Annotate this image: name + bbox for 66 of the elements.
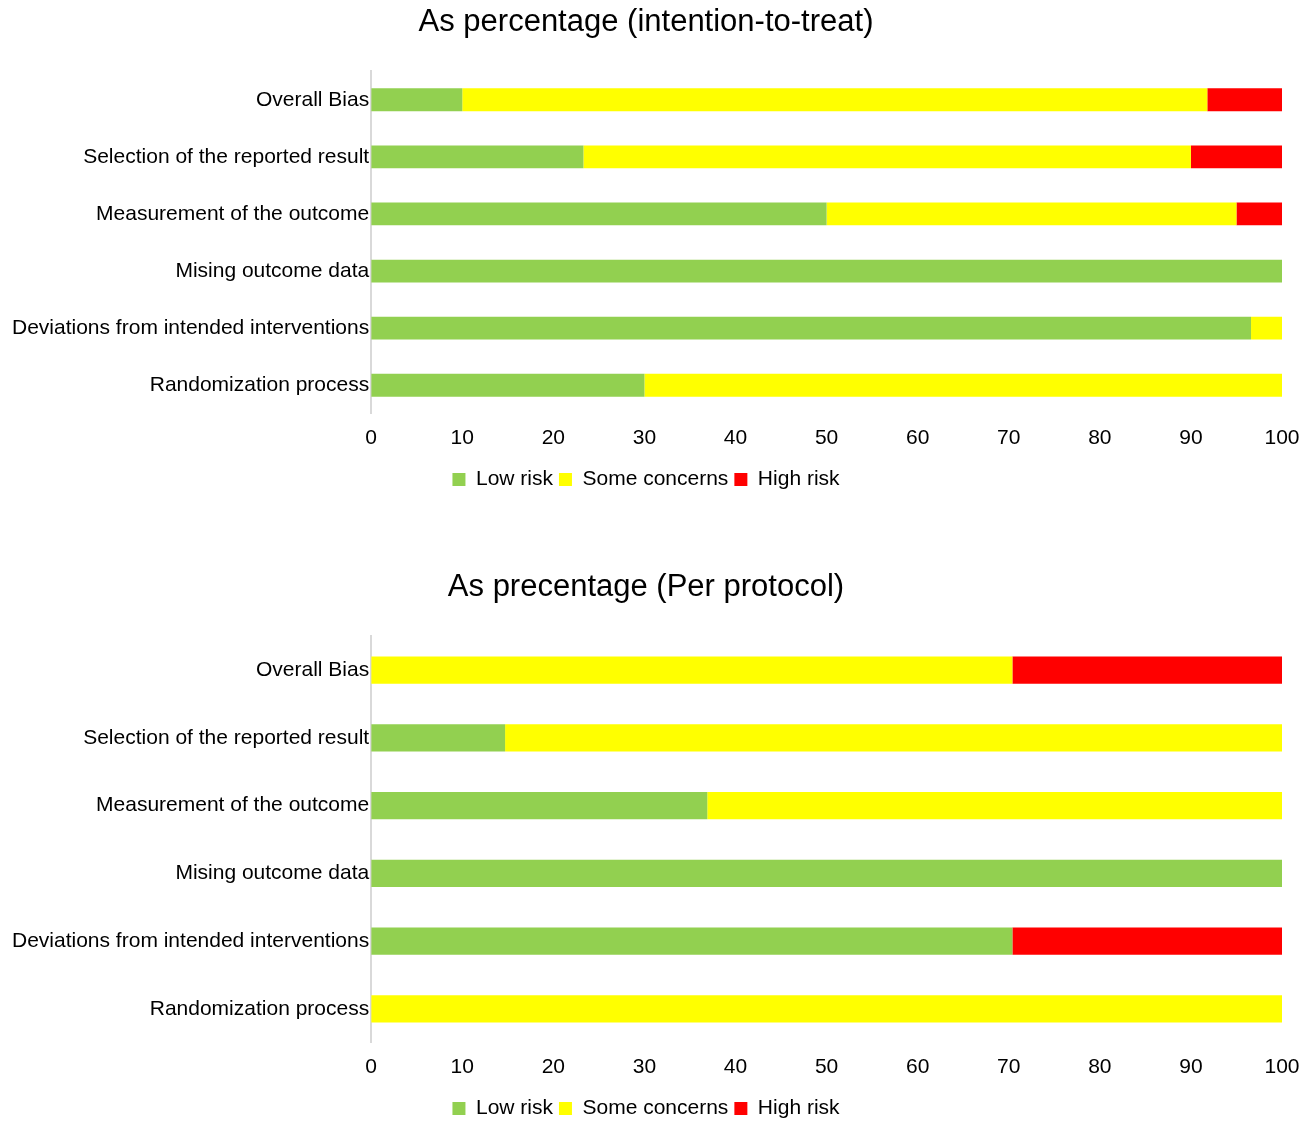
bar: [371, 88, 463, 112]
legend-label: High risk: [757, 466, 841, 490]
y-tick-label: Overall Bias: [255, 86, 370, 110]
x-tick-label: 100: [1264, 425, 1300, 449]
legend-label: Some concerns: [582, 1095, 729, 1119]
x-tick-label: 90: [1179, 425, 1203, 449]
x-tick-label: 60: [906, 1054, 930, 1078]
x-tick-label: 30: [632, 425, 657, 449]
x-tick-label: 70: [997, 1054, 1021, 1078]
bar: [371, 373, 645, 397]
x-tick-label: 80: [1088, 425, 1112, 449]
x-tick-label: 0: [365, 425, 378, 449]
y-tick-label: Overall Bias: [255, 656, 370, 680]
bar: [371, 202, 827, 226]
y-tick-label: Deviations from intended interventions: [11, 314, 370, 338]
bar: [371, 145, 584, 169]
x-tick-label: 50: [814, 1054, 839, 1078]
bar: [1207, 88, 1282, 112]
legend-label: Low risk: [475, 466, 554, 490]
bar: [1012, 656, 1282, 684]
y-tick-label: Mising outcome data: [175, 257, 370, 281]
chart-title: As percentage (intention-to-treat): [418, 3, 874, 39]
y-tick-label: Measurement of the outcome: [96, 200, 370, 224]
y-tick-label: Selection of the reported result: [83, 143, 370, 167]
bar: [1236, 202, 1282, 226]
x-tick-label: 100: [1264, 1054, 1300, 1078]
legend-label: High risk: [757, 1095, 841, 1119]
x-tick-label: 90: [1179, 1054, 1203, 1078]
bar: [1251, 316, 1282, 340]
x-tick-label: 10: [450, 425, 474, 449]
legend-label: Some concerns: [582, 466, 729, 490]
bar: [371, 656, 1013, 684]
y-tick-label: Measurement of the outcome: [96, 792, 370, 816]
bar: [371, 859, 1282, 887]
y-tick-label: Mising outcome data: [175, 860, 370, 884]
bar: [644, 373, 1282, 397]
y-tick-label: Deviations from intended interventions: [11, 927, 370, 951]
chart-title: As precentage (Per protocol): [447, 568, 845, 604]
bar: [1190, 145, 1282, 169]
bar: [462, 88, 1208, 112]
bar: [371, 259, 1282, 283]
x-tick-label: 40: [723, 425, 748, 449]
x-tick-label: 0: [365, 1054, 378, 1078]
x-tick-label: 50: [814, 425, 839, 449]
bar: [505, 724, 1282, 752]
bar: [371, 927, 1013, 955]
x-tick-label: 30: [632, 1054, 657, 1078]
x-tick-label: 80: [1088, 1054, 1112, 1078]
bar: [371, 995, 1282, 1023]
legend-label: Low risk: [475, 1095, 554, 1119]
x-tick-label: 60: [906, 425, 930, 449]
y-tick-label: Selection of the reported result: [83, 724, 370, 748]
x-tick-label: 70: [997, 425, 1021, 449]
bar: [583, 145, 1191, 169]
x-tick-label: 10: [450, 1054, 474, 1078]
bar: [1012, 927, 1282, 955]
bar: [371, 792, 708, 820]
y-tick-label: Randomization process: [149, 995, 370, 1019]
bar: [371, 316, 1252, 340]
x-tick-label: 40: [723, 1054, 748, 1078]
bar: [371, 724, 506, 752]
x-tick-label: 20: [541, 425, 566, 449]
y-tick-label: Randomization process: [149, 372, 370, 396]
bar: [707, 792, 1282, 820]
bar: [826, 202, 1237, 226]
x-tick-label: 20: [541, 1054, 566, 1078]
